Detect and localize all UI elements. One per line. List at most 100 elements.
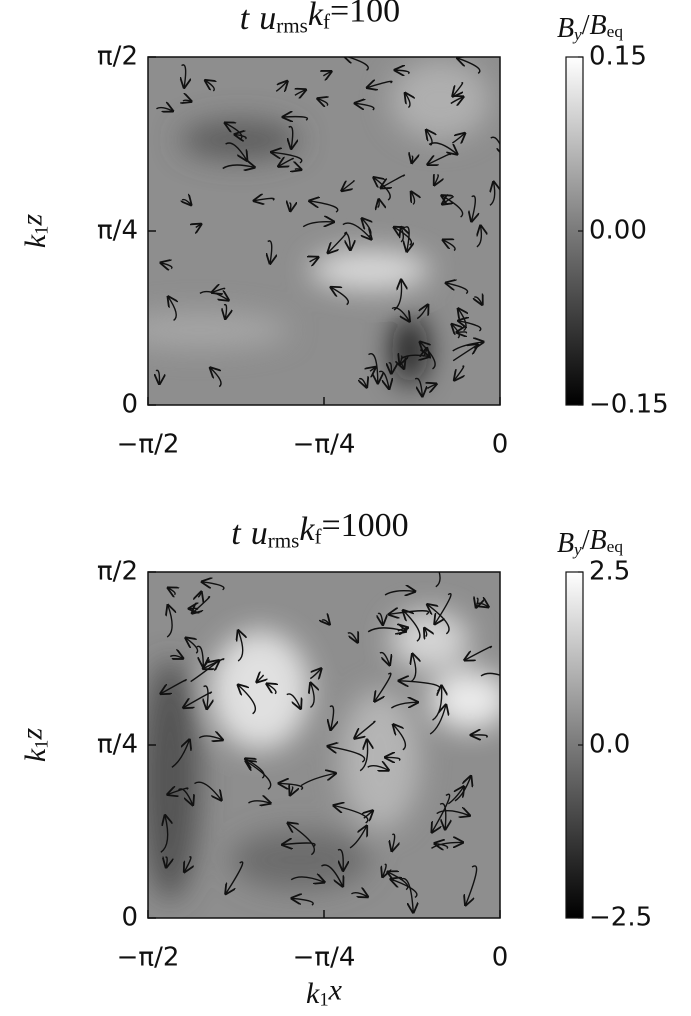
colorbar-label-part: /: [582, 10, 590, 41]
arrow: [389, 362, 392, 374]
panel-title-part: k: [299, 511, 315, 548]
arrow: [385, 757, 401, 760]
panel-title-part: k: [308, 0, 324, 33]
field-blob: [148, 312, 290, 348]
field-blobs: [148, 610, 500, 900]
x-tick-label: 0: [492, 430, 509, 460]
panel-title-part: u: [251, 515, 268, 552]
y-axis-label-part: z: [15, 214, 48, 227]
arrow: [384, 591, 415, 595]
arrow: [212, 288, 226, 292]
arrow: [198, 736, 222, 740]
arrow: [310, 683, 314, 708]
field-blob: [310, 250, 430, 290]
arrow: [391, 307, 409, 322]
arrow: [399, 681, 441, 692]
arrow: [370, 367, 375, 371]
arrow: [279, 158, 294, 166]
arrow: [322, 620, 329, 624]
arrow: [427, 384, 436, 388]
arrow: [452, 324, 459, 339]
arrow: [161, 263, 173, 269]
arrow: [347, 633, 358, 642]
arrow: [156, 369, 159, 384]
panel-title-part: rms: [268, 528, 300, 552]
arrow: [268, 240, 272, 263]
colorbar-label: By/Beq: [557, 525, 623, 559]
field-blob: [230, 830, 370, 890]
arrow: [420, 342, 436, 370]
arrow: [349, 826, 367, 849]
arrow: [328, 746, 366, 763]
arrow: [436, 811, 470, 816]
arrow: [364, 811, 373, 818]
x-tick-label: 0: [492, 943, 509, 973]
colorbar-label-part: B: [590, 10, 607, 41]
panel-title-part: u: [259, 0, 276, 37]
arrow: [330, 705, 334, 730]
arrow: [238, 685, 257, 715]
arrow: [224, 303, 226, 319]
panel-title-part: =100: [330, 0, 400, 29]
panel-title-part: f: [314, 524, 322, 548]
arrow: [454, 776, 471, 802]
field: [148, 57, 500, 405]
arrow: [411, 192, 414, 205]
arrow: [393, 280, 402, 311]
arrow: [295, 90, 306, 96]
arrow: [459, 321, 482, 332]
x-axis-label-part: x: [328, 973, 343, 1006]
field-blob: [148, 660, 200, 900]
arrow: [465, 645, 493, 660]
panel-title: t urmskf=1000: [231, 507, 408, 552]
colorbar-label-part: y: [572, 25, 582, 44]
y-axis-label-part: k: [19, 234, 52, 248]
arrow: [342, 222, 371, 239]
arrow: [168, 297, 176, 322]
colorbar-label-part: eq: [607, 537, 624, 556]
arrow: [388, 872, 409, 891]
arrow: [435, 572, 441, 588]
y-axis-label-part: 1: [32, 226, 53, 235]
arrow: [400, 355, 429, 358]
arrow: [289, 203, 290, 211]
arrow: [323, 72, 331, 76]
x-axis-label-part: 1: [319, 990, 328, 1011]
arrow: [367, 628, 406, 632]
panel-title-part: =1000: [322, 507, 409, 544]
arrow: [225, 142, 247, 160]
arrow: [411, 654, 415, 682]
x-tick-label: −π/4: [293, 943, 356, 973]
arrow: [375, 672, 392, 701]
arrow: [426, 130, 432, 146]
arrow: [186, 638, 199, 654]
arrow: [480, 672, 500, 677]
arrow: [338, 848, 343, 871]
field-blob: [210, 630, 310, 750]
y-axis-label: k1z: [15, 728, 52, 763]
panel-title-part: f: [323, 9, 331, 33]
arrow: [442, 197, 454, 204]
arrow: [412, 156, 413, 162]
arrow: [383, 863, 387, 876]
arrow: [184, 691, 213, 707]
panel-title-part: t: [231, 515, 242, 552]
arrow: [289, 125, 293, 149]
arrow: [390, 702, 417, 709]
arrow: [310, 201, 339, 213]
arrow: [457, 58, 481, 74]
arrow: [182, 64, 186, 88]
arrow: [204, 685, 208, 709]
arrow: [378, 370, 389, 388]
arrow: [194, 781, 221, 800]
arrow: [435, 593, 452, 624]
y-tick-label: 0: [121, 390, 138, 420]
arrow: [328, 231, 348, 252]
arrow: [160, 816, 168, 853]
arrow: [472, 195, 476, 221]
arrow: [203, 658, 225, 669]
arrow: [292, 898, 314, 906]
x-tick-label: −π/2: [117, 943, 180, 973]
field-blob: [340, 690, 420, 830]
colorbar-tick-label: −2.5: [589, 903, 652, 933]
